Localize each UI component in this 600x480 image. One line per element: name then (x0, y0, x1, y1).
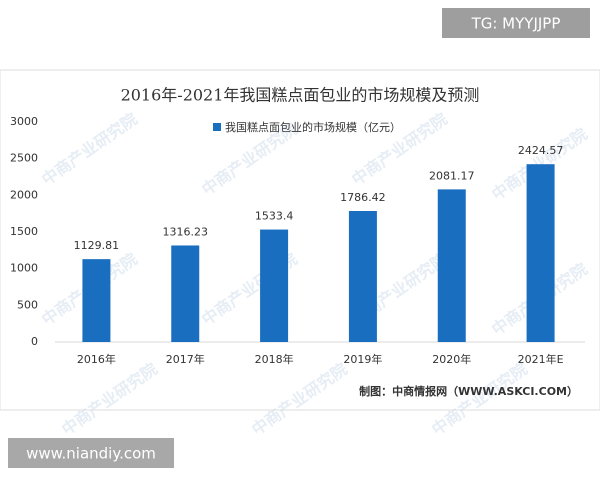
y-tick-label: 1000 (10, 262, 38, 275)
x-tick-label: 2016年 (77, 352, 116, 366)
x-tick-label: 2018年 (255, 352, 294, 366)
y-tick-label: 2500 (10, 152, 38, 165)
legend-label: 我国糕点面包业的市场规模（亿元） (225, 120, 401, 134)
top-tag-box (442, 8, 590, 38)
bar (171, 245, 200, 342)
bottom-tag-box (8, 438, 174, 468)
y-tick-label: 2000 (10, 188, 38, 201)
bottom-tag: www.niandiy.com (26, 445, 156, 463)
x-tick-label: 2017年 (166, 352, 205, 366)
bar (348, 210, 377, 342)
value-label: 1533.4 (255, 210, 294, 223)
value-label: 2081.17 (429, 169, 475, 182)
legend-swatch (213, 123, 221, 131)
top-tag: TG: MYYJJPP (471, 15, 561, 33)
x-tick-label: 2019年 (343, 352, 382, 366)
y-tick-label: 1500 (10, 225, 38, 238)
value-label: 1129.81 (74, 239, 120, 252)
chart-title: 2016年-2021年我国糕点面包业的市场规模及预测 (121, 86, 480, 105)
x-tick-label: 2021年E (518, 352, 564, 366)
bar (437, 189, 466, 342)
bar (82, 259, 111, 342)
source-note: 制图：中商情报网（WWW.ASKCI.COM） (359, 384, 578, 398)
y-tick-label: 3000 (10, 115, 38, 128)
value-label: 2424.57 (518, 144, 564, 157)
x-tick-label: 2020年 (432, 352, 471, 366)
y-tick-label: 500 (17, 298, 38, 311)
value-label: 1316.23 (163, 225, 209, 238)
chart-frame (0, 69, 600, 411)
y-tick-label: 0 (31, 335, 38, 348)
bar (526, 164, 555, 342)
bar (260, 229, 289, 342)
value-label: 1786.42 (340, 191, 386, 204)
